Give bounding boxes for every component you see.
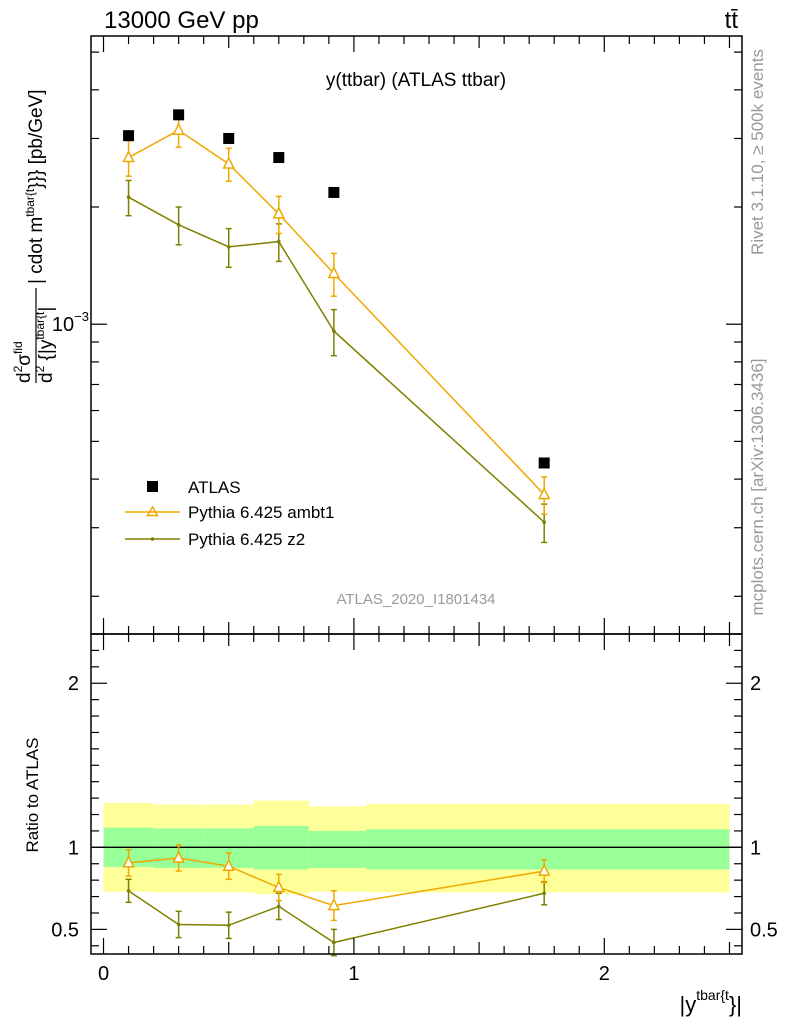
xlabel-sup: tbar{t xyxy=(696,987,729,1003)
ratio-point-ambt1 xyxy=(222,858,235,871)
ratio-point-ambt1 xyxy=(172,850,185,863)
ratio-band-inner xyxy=(308,830,367,868)
main-point-ambt1 xyxy=(172,122,185,135)
main-point-z2 xyxy=(176,223,181,227)
ytick-exponent: −3 xyxy=(74,309,89,324)
legend-ambt1-label: Pythia 6.425 ambt1 xyxy=(188,503,334,522)
main-ylabel: d2σfid d2 {|ytbar{t| | cdot mtbar{t}}} [… xyxy=(11,89,57,383)
legend-z2-label: Pythia 6.425 z2 xyxy=(188,530,305,549)
main-ylabel-numerator: d2σfid xyxy=(11,341,35,383)
ylabel-num-fid: fid xyxy=(11,341,25,354)
ratio-ytick-label-left-1: 1 xyxy=(68,837,79,859)
main-watermark: ATLAS_2020_I1801434 xyxy=(336,591,495,608)
ratio-point-ambt1 xyxy=(272,879,286,893)
main-marks xyxy=(122,109,551,544)
ratio-panel: 0.5 0.5 1 1 2 2 0 1 2 Ratio to ATLAS |ytbar{t}| xyxy=(23,633,778,1017)
ratio-xtick-label-2: 2 xyxy=(599,963,610,985)
ratio-ytick-label-right-2: 2 xyxy=(750,673,761,695)
legend-ambt1-marker xyxy=(146,505,159,517)
ylabel-den-d: d xyxy=(36,372,57,383)
ylabel-num-d2: 2 xyxy=(11,365,25,372)
main-title: y(ttbar) (ATLAS ttbar) xyxy=(326,70,506,91)
ratio-line-ambt1 xyxy=(128,857,545,907)
main-point-ambt1 xyxy=(222,156,235,169)
main-point-z2 xyxy=(332,329,336,333)
main-point-atlas xyxy=(223,132,235,144)
energy-label: 13000 GeV pp xyxy=(104,7,259,34)
ratio-ytick-label-right-1: 1 xyxy=(750,837,761,859)
main-point-ambt1 xyxy=(537,486,551,500)
main-ylabel-tail: | cdot mtbar{t}}} [pb/GeV] xyxy=(23,89,47,284)
legend-entry-z2: Pythia 6.425 z2 xyxy=(125,530,305,549)
ratio-xtick-label-1: 1 xyxy=(348,963,359,985)
main-point-ambt1 xyxy=(122,149,135,163)
ratio-ytick-label-left-2: 2 xyxy=(68,673,79,695)
legend-atlas-marker xyxy=(147,481,158,492)
process-label: tt̄ xyxy=(725,7,739,34)
main-point-atlas xyxy=(273,152,285,164)
ylabel-den-2: 2 xyxy=(33,365,47,372)
ylabel-tail: | cdot m xyxy=(26,217,47,284)
main-point-z2 xyxy=(276,239,281,244)
ylabel-num-sigma: σ xyxy=(14,354,35,366)
xlabel-end: }| xyxy=(729,992,742,1017)
rivet-label: Rivet 3.1.10, ≥ 500k events xyxy=(748,49,767,255)
ratio-point-z2 xyxy=(226,923,231,928)
main-point-atlas xyxy=(328,186,340,198)
main-point-z2 xyxy=(226,245,231,249)
ratio-line-z2 xyxy=(128,890,545,944)
main-ytick-label-0: 10−3 xyxy=(52,309,89,336)
ratio-xlabel: |ytbar{t}| xyxy=(680,987,742,1017)
main-point-z2 xyxy=(542,520,546,524)
legend: ATLAS Pythia 6.425 ambt1 Pythia 6.425 z2 xyxy=(125,478,334,549)
legend-z2-marker xyxy=(150,537,155,541)
main-point-atlas xyxy=(173,109,185,121)
ratio-point-ambt1 xyxy=(327,897,341,911)
ratio-point-ambt1 xyxy=(537,863,551,876)
ylabel-den-y: {|y xyxy=(36,339,57,366)
main-ylabel-denominator: d2 {|ytbar{t| xyxy=(33,307,57,383)
legend-atlas-label: ATLAS xyxy=(188,478,241,497)
ratio-point-ambt1 xyxy=(122,855,135,868)
ratio-ytick-label-right-0: 0.5 xyxy=(750,919,778,941)
ylabel-tail-end: }}} [pb/GeV] xyxy=(26,89,47,188)
ylabel-den-close: | xyxy=(36,307,57,312)
main-panel: 10−310−2 y(ttbar) (ATLAS ttbar) ATLAS_20… xyxy=(11,35,743,635)
main-point-atlas xyxy=(538,457,550,469)
legend-entry-atlas: ATLAS xyxy=(147,478,241,497)
main-point-atlas xyxy=(123,130,135,142)
main-line-z2 xyxy=(128,196,545,523)
ratio-point-z2 xyxy=(176,922,181,927)
main-point-ambt1 xyxy=(327,265,341,279)
ylabel-tail-sup: tbar{t xyxy=(23,188,37,217)
ratio-panel-frame xyxy=(90,633,743,955)
ratio-point-z2 xyxy=(332,940,336,945)
main-point-z2 xyxy=(126,195,131,199)
ratio-axes: 0.5 0.5 1 1 2 2 0 1 2 xyxy=(51,633,778,985)
legend-entry-ambt1: Pythia 6.425 ambt1 xyxy=(125,503,334,522)
xlabel-base: |y xyxy=(680,992,697,1017)
ratio-point-z2 xyxy=(542,891,546,896)
ratio-ytick-label-left-0: 0.5 xyxy=(51,919,79,941)
main-point-ambt1 xyxy=(272,206,286,219)
ratio-ylabel: Ratio to ATLAS xyxy=(23,738,42,853)
mcplots-label: mcplots.cern.ch [arXiv:1306.3436] xyxy=(748,358,767,615)
ratio-xtick-label-0: 0 xyxy=(98,963,109,985)
main-axes: 10−310−2 xyxy=(52,36,742,634)
ylabel-num-d: d xyxy=(14,372,35,383)
ratio-band-inner xyxy=(366,829,730,870)
ylabel-den-sup: tbar{t xyxy=(33,311,47,340)
ratio-bands xyxy=(91,800,742,895)
ratio-marks xyxy=(122,844,551,957)
ratio-point-z2 xyxy=(276,904,281,909)
ratio-point-z2 xyxy=(126,889,131,893)
main-line-ambt1 xyxy=(128,129,545,496)
ytick-mantissa: 10 xyxy=(52,314,74,336)
